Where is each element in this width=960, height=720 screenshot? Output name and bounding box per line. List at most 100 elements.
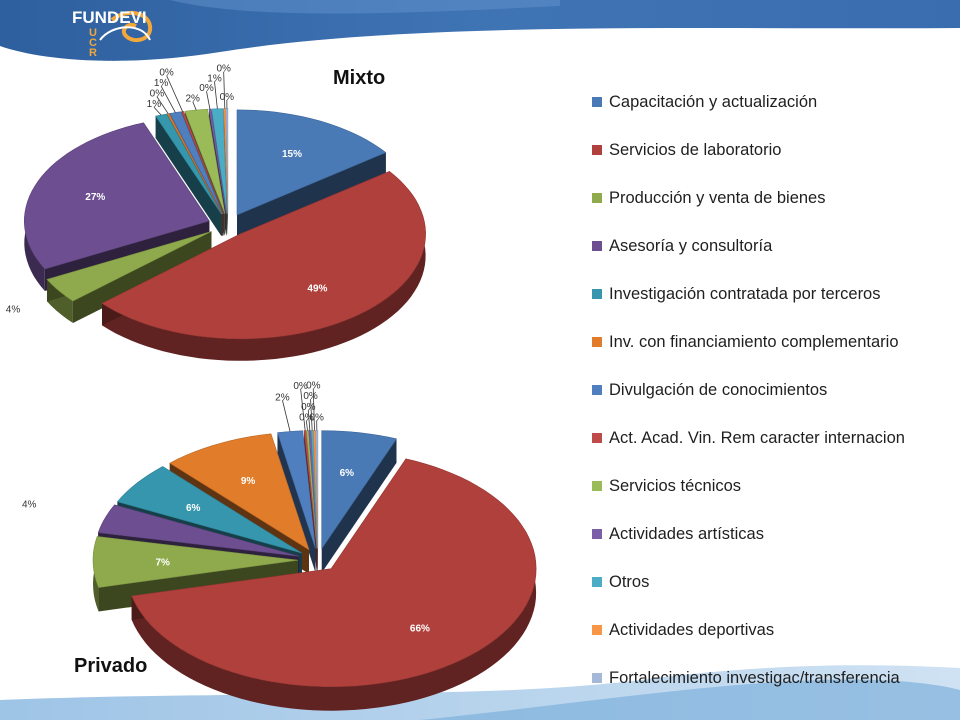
logo-acronym-c: C bbox=[89, 37, 97, 49]
legend-item: Servicios técnicos bbox=[592, 462, 952, 510]
pie-slice bbox=[92, 536, 299, 588]
data-label: 2% bbox=[185, 94, 200, 105]
legend-swatch bbox=[592, 97, 602, 107]
data-label: 0% bbox=[303, 391, 318, 402]
legend-label: Divulgación de conocimientos bbox=[609, 380, 828, 399]
data-label: 7% bbox=[155, 557, 170, 568]
legend-swatch bbox=[592, 625, 602, 635]
pie-slice bbox=[184, 108, 226, 214]
legend-label: Investigación contratada por terceros bbox=[609, 284, 881, 303]
legend-item: Investigación contratada por terceros bbox=[592, 270, 952, 318]
pie-slice bbox=[23, 122, 210, 270]
data-label: 1% bbox=[147, 99, 162, 110]
legend-swatch bbox=[592, 145, 602, 155]
legend-item: Asesoría y consultoría bbox=[592, 222, 952, 270]
pie-slice-wall bbox=[155, 116, 222, 237]
legend-label: Actividades deportivas bbox=[609, 620, 775, 639]
legend-item: Otros bbox=[592, 558, 952, 606]
leader-line bbox=[312, 388, 315, 431]
legend-label: Producción y venta de bienes bbox=[609, 188, 826, 207]
legend-item: Inv. con financiamiento complementario bbox=[592, 318, 952, 366]
pie-slice-wall bbox=[321, 438, 397, 573]
leader-line bbox=[307, 409, 311, 431]
pie-slice bbox=[46, 231, 212, 302]
pie-slice bbox=[321, 430, 397, 550]
data-label: 0% bbox=[199, 83, 214, 94]
leader-line bbox=[300, 388, 306, 431]
legend-label: Inv. con financiamiento complementario bbox=[609, 332, 899, 351]
data-label: 0% bbox=[306, 381, 321, 392]
data-label: 6% bbox=[186, 503, 201, 514]
pie-slice bbox=[116, 466, 303, 554]
pie-slice-wall bbox=[237, 152, 386, 237]
logo-subtitle-1: Fundación de la Universidad de bbox=[72, 60, 136, 65]
data-label: 0% bbox=[309, 412, 324, 423]
leader-line bbox=[153, 106, 162, 116]
legend-swatch bbox=[592, 433, 602, 443]
leader-line bbox=[166, 75, 183, 112]
logo-acronym-r: R bbox=[89, 47, 97, 59]
pie-slice bbox=[97, 504, 300, 557]
legend-label: Fortalecimiento investigac/transferencia bbox=[609, 668, 900, 687]
pie-slice-wall bbox=[277, 432, 316, 573]
leader-line bbox=[310, 399, 313, 431]
data-label: 6% bbox=[340, 468, 355, 479]
data-label: 9% bbox=[241, 476, 256, 487]
header-band bbox=[0, 0, 960, 61]
pie-chart-mixto: 15%49%4%27%1%0%1%0%2%0%1%0%0% bbox=[6, 64, 426, 361]
leader-line bbox=[160, 85, 176, 113]
pie-slice bbox=[236, 109, 387, 216]
legend-swatch bbox=[592, 289, 602, 299]
legend-item: Fortalecimiento investigac/transferencia bbox=[592, 654, 952, 702]
legend-label: Servicios técnicos bbox=[609, 476, 742, 495]
pie-slice bbox=[277, 430, 316, 549]
legend-label: Otros bbox=[609, 572, 650, 591]
chart-legend: Capacitación y actualización Servicios de… bbox=[592, 78, 952, 702]
data-label: 0% bbox=[301, 402, 316, 413]
legend-swatch bbox=[592, 481, 602, 491]
data-label: 4% bbox=[22, 500, 37, 511]
logo-subtitle-2: Costa Rica para la Investigación bbox=[72, 66, 137, 71]
data-label: 27% bbox=[85, 192, 105, 203]
logo-name: FUNDEVI bbox=[72, 8, 147, 27]
data-label: 2% bbox=[275, 392, 290, 403]
data-label: 0% bbox=[150, 89, 165, 100]
legend-item: Divulgación de conocimientos bbox=[592, 366, 952, 414]
pie-slice bbox=[131, 458, 537, 688]
chart-title-mixto: Mixto bbox=[333, 67, 385, 89]
logo-acronym-u: U bbox=[89, 27, 97, 39]
legend-item: Actividades artísticas bbox=[592, 510, 952, 558]
data-label: 49% bbox=[307, 284, 327, 295]
data-label: 1% bbox=[154, 78, 169, 89]
chart-title-privado: Privado bbox=[74, 655, 147, 677]
legend-item: Capacitación y actualización bbox=[592, 78, 952, 126]
legend-swatch bbox=[592, 385, 602, 395]
leader-line bbox=[223, 71, 226, 109]
legend-label: Act. Acad. Vin. Rem caracter internacion bbox=[609, 428, 905, 447]
legend-swatch bbox=[592, 193, 602, 203]
data-label: 0% bbox=[299, 413, 314, 424]
data-label: 0% bbox=[220, 92, 235, 103]
pie-slice bbox=[169, 433, 310, 551]
legend-item: Producción y venta de bienes bbox=[592, 174, 952, 222]
data-label: 4% bbox=[6, 305, 21, 316]
header-band-highlight bbox=[170, 0, 560, 14]
leader-line bbox=[282, 400, 291, 432]
logo: FUNDEVI U C R Fundación de la Universida… bbox=[72, 8, 153, 71]
leader-line bbox=[156, 96, 169, 114]
legend-label: Capacitación y actualización bbox=[609, 92, 818, 111]
data-label: 1% bbox=[207, 73, 222, 84]
legend-item: Act. Acad. Vin. Rem caracter internacion bbox=[592, 414, 952, 462]
legend-swatch bbox=[592, 241, 602, 251]
legend-label: Actividades artísticas bbox=[609, 524, 764, 543]
data-label: 0% bbox=[216, 64, 231, 75]
pie-slice bbox=[225, 108, 229, 214]
legend-label: Asesoría y consultoría bbox=[609, 236, 773, 255]
legend-swatch bbox=[592, 529, 602, 539]
leader-line bbox=[305, 420, 308, 431]
leader-line bbox=[214, 81, 218, 109]
data-label: 66% bbox=[410, 624, 430, 635]
pie-slice bbox=[101, 171, 426, 340]
pie-chart-privado: 6%66%7%4% 6%9%2%0%0%0%0%0%0% bbox=[22, 381, 537, 711]
